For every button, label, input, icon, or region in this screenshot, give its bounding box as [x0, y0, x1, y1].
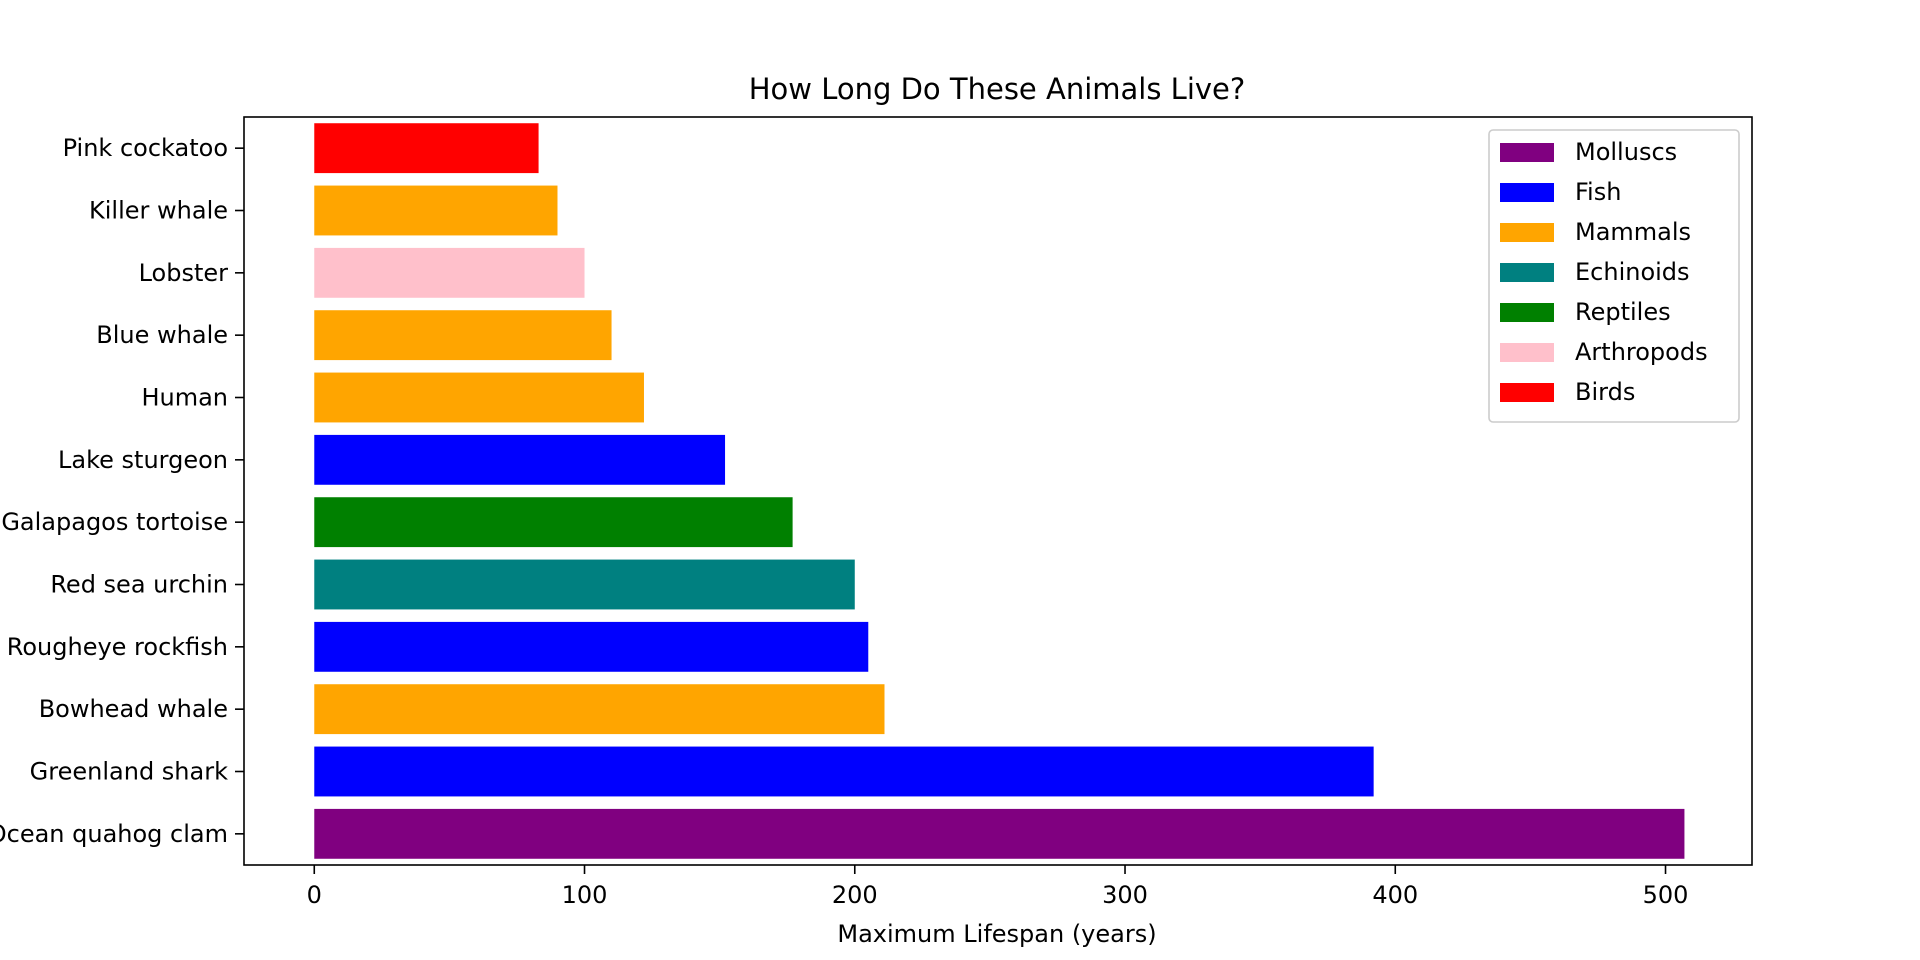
bar-killer-whale [314, 185, 558, 236]
bar-greenland-shark [314, 746, 1374, 797]
bar-galapagos-tortoise [314, 497, 793, 548]
y-tick-label: Human [141, 384, 228, 412]
legend-label: Birds [1575, 378, 1635, 406]
bar-rougheye-rockfish [314, 621, 869, 672]
y-tick-label: Pink cockatoo [63, 134, 228, 162]
y-tick-label: Lake sturgeon [58, 446, 228, 474]
chart-title: How Long Do These Animals Live? [749, 72, 1246, 106]
bar-ocean-quahog-clam [314, 808, 1685, 859]
bars-group [314, 123, 1685, 859]
x-tick-label: 100 [562, 881, 608, 909]
bar-red-sea-urchin [314, 559, 855, 610]
legend-label: Mammals [1575, 218, 1691, 246]
x-tick-label: 400 [1372, 881, 1418, 909]
bar-human [314, 372, 644, 423]
bar-lake-sturgeon [314, 434, 726, 485]
y-tick-label: Blue whale [96, 321, 228, 349]
legend-swatch [1500, 303, 1554, 322]
legend-label: Molluscs [1575, 138, 1677, 166]
x-axis-ticks: 0 100 200 300 400 500 [307, 865, 1689, 909]
bar-blue-whale [314, 310, 612, 361]
legend-label: Arthropods [1575, 338, 1708, 366]
y-tick-label: Rougheye rockfish [7, 633, 228, 661]
y-tick-label: Bowhead whale [39, 695, 228, 723]
y-tick-label: Greenland shark [30, 758, 228, 786]
y-axis-ticks: Ocean quahog clam Greenland shark Bowhead … [0, 134, 244, 848]
legend-swatch [1500, 383, 1554, 402]
legend-label: Echinoids [1575, 258, 1690, 286]
legend-label: Reptiles [1575, 298, 1671, 326]
x-axis-label: Maximum Lifespan (years) [837, 920, 1156, 948]
y-tick-label: Galapagos tortoise [1, 508, 228, 536]
legend: Molluscs Fish Mammals Echinoids Reptiles Arth… [1488, 129, 1740, 423]
y-tick-label: Ocean quahog clam [0, 820, 228, 848]
y-tick-label: Red sea urchin [50, 571, 228, 599]
x-tick-label: 200 [832, 881, 878, 909]
plot-frame [243, 116, 1753, 866]
legend-swatch [1500, 143, 1554, 162]
x-tick-label: 500 [1643, 881, 1689, 909]
legend-swatch [1500, 343, 1554, 362]
bar-lobster [314, 247, 585, 298]
x-tick-label: 0 [307, 881, 322, 909]
bar-bowhead-whale [314, 684, 885, 735]
y-tick-label: Lobster [139, 259, 229, 287]
x-tick-label: 300 [1102, 881, 1148, 909]
legend-label: Fish [1575, 178, 1621, 206]
y-tick-label: Killer whale [89, 197, 228, 225]
legend-swatch [1500, 263, 1554, 282]
bar-pink-cockatoo [314, 123, 539, 174]
legend-swatch [1500, 223, 1554, 242]
legend-swatch [1500, 183, 1554, 202]
